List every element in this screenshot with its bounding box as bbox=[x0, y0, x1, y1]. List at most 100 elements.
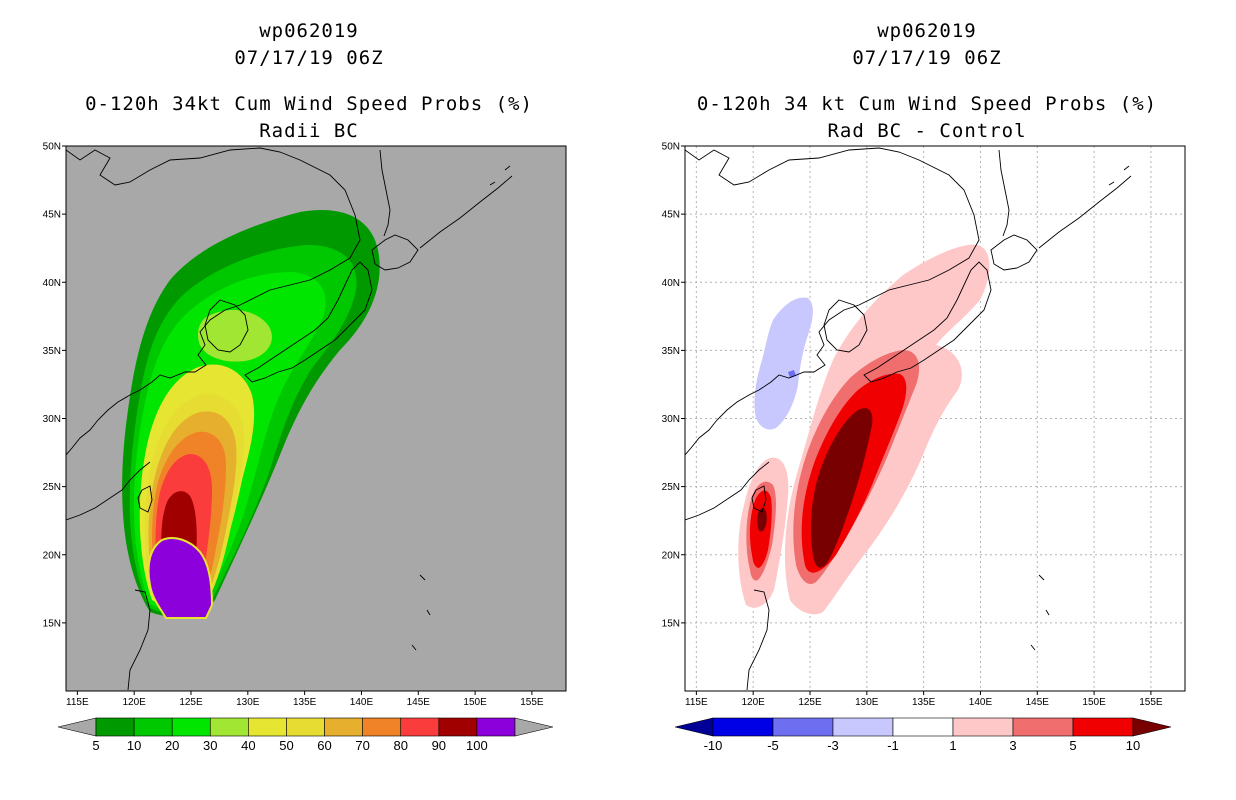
right-date: 07/17/19 06Z bbox=[852, 47, 1002, 69]
right-colorbar-label: -1 bbox=[887, 738, 899, 753]
left-coast-luzon bbox=[127, 589, 151, 691]
left-colorbar-label: 70 bbox=[355, 738, 369, 753]
right-xtick-label: 115E bbox=[685, 697, 708, 708]
left-colorbar-swatch bbox=[95, 717, 135, 737]
right-colorbar-swatch bbox=[892, 717, 954, 737]
right-colorbar-swatch bbox=[832, 717, 894, 737]
left-colorbar-swatch bbox=[133, 717, 173, 737]
left-ytick-label: 30N bbox=[43, 414, 61, 425]
left-coast-islands bbox=[411, 165, 511, 651]
left-colorbar-over bbox=[514, 717, 554, 737]
diff-band-over-10-west bbox=[757, 508, 767, 532]
right-xtick-label: 140E bbox=[969, 697, 993, 708]
right-title: wp062019 bbox=[877, 20, 977, 42]
right-map: 115E 120E 125E 130E 135E 140E 145E 150E 155E 15N 2… bbox=[662, 142, 1186, 753]
left-ytick-label: 25N bbox=[43, 482, 61, 493]
right-caption: Rad BC - Control bbox=[827, 120, 1027, 142]
left-xtick-label: 150E bbox=[463, 697, 487, 708]
left-axes: 115E 120E 125E 130E 135E 140E 145E 150E 155E 15N 2… bbox=[43, 142, 544, 709]
left-colorbar-swatch bbox=[248, 717, 287, 737]
left-coastlines bbox=[66, 147, 513, 691]
left-ytick-label: 40N bbox=[43, 278, 61, 289]
right-xtick-label: 150E bbox=[1082, 697, 1106, 708]
left-xtick-label: 130E bbox=[236, 697, 260, 708]
right-ytick-label: 20N bbox=[662, 550, 680, 561]
left-colorbar-label: 30 bbox=[203, 738, 217, 753]
right-colorbar-label: -10 bbox=[704, 738, 723, 753]
prob-band-100 bbox=[147, 537, 214, 619]
left-ytick-label: 20N bbox=[43, 550, 61, 561]
left-colorbar-label: 20 bbox=[165, 738, 179, 753]
left-colorbar-label: 5 bbox=[92, 738, 99, 753]
right-colorbar-label: 3 bbox=[1009, 738, 1016, 753]
left-ytick-label: 45N bbox=[43, 210, 61, 221]
left-colorbar-swatch bbox=[209, 717, 249, 737]
right-coast-sakhalin bbox=[998, 149, 1010, 237]
right-coast-taiwan bbox=[751, 485, 767, 513]
right-coast-china-south bbox=[685, 461, 770, 521]
left-coast-hokkaido bbox=[371, 234, 419, 271]
left-coast-japan bbox=[244, 261, 373, 383]
right-xtick-label: 130E bbox=[855, 697, 879, 708]
left-colorbar-under bbox=[57, 717, 97, 737]
left-colorbar-swatch bbox=[476, 717, 516, 737]
right-xtick-label: 120E bbox=[742, 697, 766, 708]
left-title: wp062019 bbox=[259, 20, 359, 42]
left-colorbar-label: 10 bbox=[127, 738, 141, 753]
right-coast-asia bbox=[685, 147, 980, 456]
left-panel: wp062019 07/17/19 06Z 0-120h 34kt Cum Wi… bbox=[43, 20, 567, 753]
right-gridlines bbox=[685, 145, 1185, 691]
right-axes: 115E 120E 125E 130E 135E 140E 145E 150E 155E 15N 2… bbox=[662, 142, 1163, 709]
left-xtick-label: 125E bbox=[179, 697, 203, 708]
left-map: 115E 120E 125E 130E 135E 140E 145E 150E 155E 15N 2… bbox=[43, 142, 567, 753]
left-colorbar-swatch bbox=[324, 717, 363, 737]
left-colorbar-label: 60 bbox=[317, 738, 331, 753]
left-coast-kuril bbox=[419, 175, 513, 249]
right-xtick-label: 135E bbox=[912, 697, 936, 708]
left-xtick-label: 155E bbox=[520, 697, 544, 708]
right-ytick-label: 30N bbox=[662, 414, 680, 425]
left-colorbar-label: 90 bbox=[432, 738, 446, 753]
right-ytick-label: 15N bbox=[662, 618, 680, 629]
left-date: 07/17/19 06Z bbox=[234, 47, 384, 69]
diff-band-over-10 bbox=[810, 408, 873, 568]
left-xtick-label: 115E bbox=[66, 697, 89, 708]
left-coast-sakhalin bbox=[379, 149, 391, 237]
right-panel: wp062019 07/17/19 06Z 0-120h 34 kt Cum W… bbox=[618, 0, 1236, 800]
right-colorbar-label: 1 bbox=[949, 738, 956, 753]
right-colorbar-label: 10 bbox=[1126, 738, 1140, 753]
right-coast-islands bbox=[1030, 165, 1130, 651]
left-colorbar-label: 50 bbox=[279, 738, 293, 753]
right-ytick-label: 25N bbox=[662, 482, 680, 493]
right-xtick-label: 145E bbox=[1026, 697, 1050, 708]
left-ytick-label: 50N bbox=[43, 142, 61, 153]
left-xtick-label: 120E bbox=[123, 697, 147, 708]
left-caption: Radii BC bbox=[259, 120, 359, 142]
left-prob-field bbox=[122, 209, 380, 619]
left-colorbar-label: 40 bbox=[241, 738, 255, 753]
right-diff-field bbox=[738, 244, 990, 615]
right-ytick-label: 40N bbox=[662, 278, 680, 289]
right-colorbar-swatch bbox=[772, 717, 834, 737]
left-colorbar: 5 10 20 30 40 50 60 70 80 90 100 bbox=[57, 717, 554, 753]
left-coast-asia bbox=[66, 147, 361, 456]
left-colorbar-label: 80 bbox=[393, 738, 407, 753]
right-xtick-label: 155E bbox=[1139, 697, 1163, 708]
right-colorbar-over bbox=[1132, 717, 1172, 737]
right-colorbar: -10 -5 -3 -1 1 3 5 10 bbox=[674, 717, 1172, 753]
left-colorbar-swatch bbox=[438, 717, 478, 737]
right-ytick-label: 50N bbox=[662, 142, 680, 153]
right-subtitle: 0-120h 34 kt Cum Wind Speed Probs (%) bbox=[696, 93, 1158, 115]
right-ytick-label: 35N bbox=[662, 346, 680, 357]
right-coast-korea bbox=[823, 299, 868, 353]
left-subtitle: 0-120h 34kt Cum Wind Speed Probs (%) bbox=[85, 93, 533, 115]
left-xtick-label: 135E bbox=[293, 697, 317, 708]
left-coast-korea bbox=[204, 299, 249, 353]
right-coast-japan bbox=[863, 261, 992, 383]
right-colorbar-label: -5 bbox=[767, 738, 779, 753]
right-ytick-label: 45N bbox=[662, 210, 680, 221]
right-xtick-label: 125E bbox=[798, 697, 822, 708]
left-colorbar-swatch bbox=[171, 717, 211, 737]
left-colorbar-label: 100 bbox=[466, 738, 488, 753]
left-xtick-label: 145E bbox=[407, 697, 431, 708]
